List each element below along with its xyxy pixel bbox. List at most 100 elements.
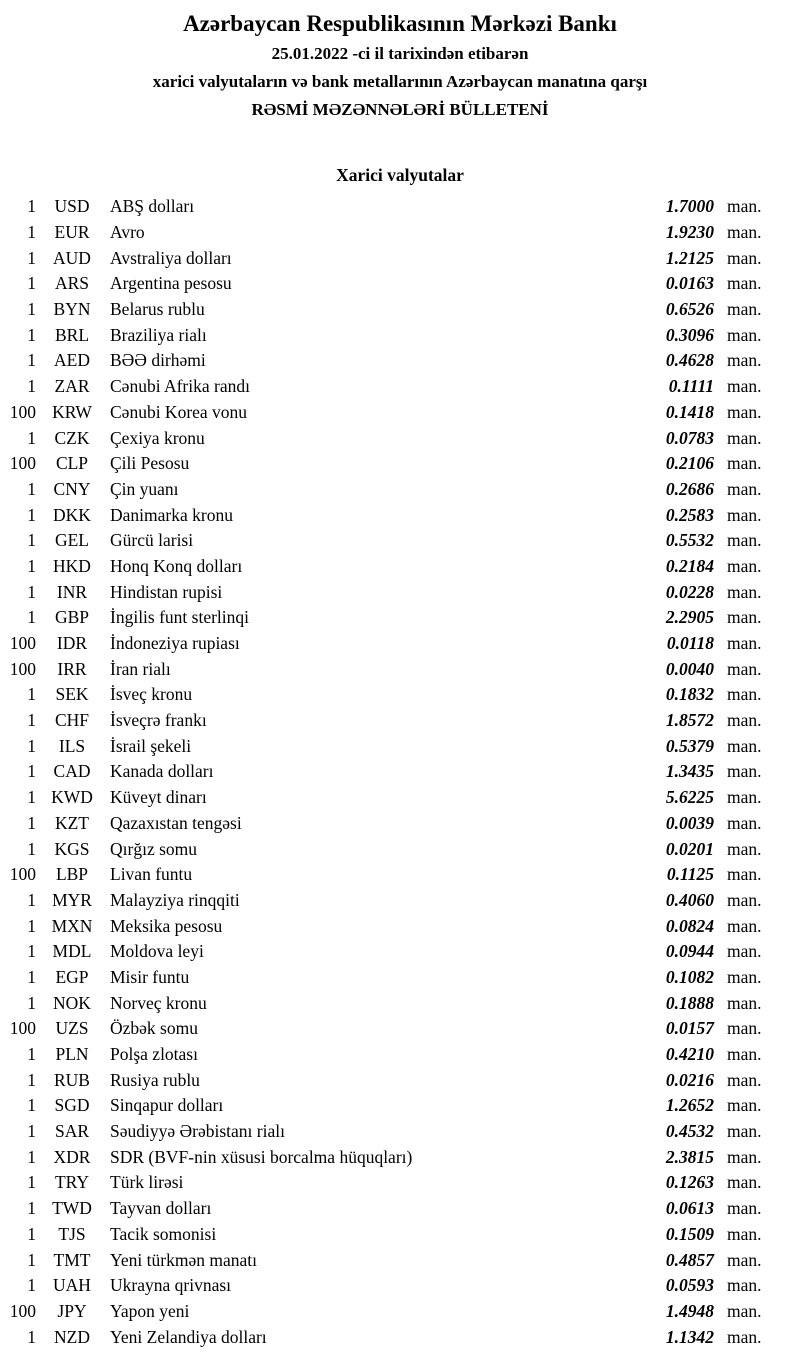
quantity-cell: 1 xyxy=(27,710,36,731)
unit-label-cell: man. xyxy=(727,1044,762,1065)
currency-code-cell: UZS xyxy=(55,1018,89,1039)
unit-label-cell: man. xyxy=(727,735,762,756)
currency-name-cell: Gürcü larisi xyxy=(110,530,194,551)
rate-value-cell: 0.0824 xyxy=(665,915,714,936)
unit-label-cell: man. xyxy=(727,1018,762,1039)
unit-label-cell: man. xyxy=(727,1249,762,1270)
table-row: 1 ZAR Cənubi Afrika randı 0.1111 man. xyxy=(0,374,800,400)
quantity-cell: 1 xyxy=(27,1326,36,1347)
table-row: 1 TMT Yeni türkmən manatı 0.4857 man. xyxy=(0,1247,800,1273)
rate-value-cell: 0.0163 xyxy=(665,273,714,294)
currency-code-cell: UAH xyxy=(53,1275,91,1296)
quantity-cell: 1 xyxy=(27,1172,36,1193)
currency-code-cell: AED xyxy=(54,350,90,371)
unit-label-cell: man. xyxy=(727,504,762,525)
rate-value-cell: 5.6225 xyxy=(665,787,714,808)
currency-code-cell: MYR xyxy=(52,889,92,910)
currency-code-cell: HKD xyxy=(53,555,91,576)
currency-name-cell: Misir funtu xyxy=(110,966,190,987)
subject-line: xarici valyutaların və bank metallarının… xyxy=(152,72,648,91)
currency-code-cell: TJS xyxy=(58,1223,86,1244)
unit-label-cell: man. xyxy=(727,992,762,1013)
rate-value-cell: 0.2583 xyxy=(665,504,714,525)
unit-label-cell: man. xyxy=(727,607,762,628)
rate-value-cell: 0.3096 xyxy=(665,324,714,345)
quantity-cell: 100 xyxy=(9,864,36,885)
quantity-cell: 1 xyxy=(27,941,36,962)
unit-label-cell: man. xyxy=(727,427,762,448)
rate-value-cell: 0.1418 xyxy=(665,401,714,422)
quantity-cell: 100 xyxy=(9,453,36,474)
quantity-cell: 1 xyxy=(27,1069,36,1090)
unit-label-cell: man. xyxy=(727,787,762,808)
table-row: 1 SAR Səudiyyə Ərəbistanı rialı 0.4532 man. xyxy=(0,1119,800,1145)
page-title: Azərbaycan Respublikasının Mərkəzi Bankı xyxy=(183,11,617,36)
rate-value-cell: 0.1888 xyxy=(665,992,714,1013)
unit-label-cell: man. xyxy=(727,401,762,422)
currency-name-cell: Norveç kronu xyxy=(110,992,207,1013)
rate-value-cell: 0.4532 xyxy=(665,1121,714,1142)
table-row: 1 NOK Norveç kronu 0.1888 man. xyxy=(0,990,800,1016)
currency-code-cell: PLN xyxy=(55,1044,89,1065)
quantity-cell: 1 xyxy=(27,581,36,602)
quantity-cell: 1 xyxy=(27,427,36,448)
unit-label-cell: man. xyxy=(727,658,762,679)
table-row: 100 UZS Özbək somu 0.0157 man. xyxy=(0,1016,800,1042)
currency-name-cell: Cənubi Afrika randı xyxy=(110,376,250,397)
currency-name-cell: Cənubi Korea vonu xyxy=(110,401,248,422)
quantity-cell: 1 xyxy=(27,966,36,987)
quantity-cell: 1 xyxy=(27,478,36,499)
currency-code-cell: IDR xyxy=(56,633,88,654)
table-row: 1 MXN Meksika pesosu 0.0824 man. xyxy=(0,913,800,939)
table-row: 1 EUR Avro 1.9230 man. xyxy=(0,220,800,246)
currency-name-cell: Küveyt dinarı xyxy=(110,787,207,808)
rate-value-cell: 0.1509 xyxy=(665,1223,714,1244)
currency-name-cell: Malayziya rinqqiti xyxy=(110,889,240,910)
table-row: 1 TWD Tayvan dolları 0.0613 man. xyxy=(0,1196,800,1222)
currency-name-cell: Avro xyxy=(110,222,145,243)
quantity-cell: 1 xyxy=(27,299,36,320)
rate-value-cell: 0.2184 xyxy=(665,555,714,576)
unit-label-cell: man. xyxy=(727,838,762,859)
unit-label-cell: man. xyxy=(727,915,762,936)
quantity-cell: 1 xyxy=(27,504,36,525)
table-row: 1 CAD Kanada dolları 1.3435 man. xyxy=(0,759,800,785)
quantity-cell: 1 xyxy=(27,1044,36,1065)
table-row: 100 IRR İran rialı 0.0040 man. xyxy=(0,656,800,682)
quantity-cell: 1 xyxy=(27,1198,36,1219)
quantity-cell: 1 xyxy=(27,530,36,551)
unit-label-cell: man. xyxy=(727,684,762,705)
rate-value-cell: 1.1342 xyxy=(665,1326,714,1347)
rate-value-cell: 0.1263 xyxy=(665,1172,714,1193)
currency-name-cell: Livan funtu xyxy=(110,864,193,885)
currency-name-cell: Rusiya rublu xyxy=(110,1069,200,1090)
rate-value-cell: 1.2652 xyxy=(665,1095,714,1116)
unit-label-cell: man. xyxy=(727,1326,762,1347)
quantity-cell: 1 xyxy=(27,787,36,808)
currency-code-cell: CLP xyxy=(55,453,89,474)
rate-value-cell: 0.6526 xyxy=(665,299,714,320)
quantity-cell: 1 xyxy=(27,1275,36,1296)
quantity-cell: 1 xyxy=(27,838,36,859)
table-row: 1 CZK Çexiya kronu 0.0783 man. xyxy=(0,425,800,451)
currency-name-cell: Çili Pesosu xyxy=(110,453,190,474)
table-row: 100 CLP Çili Pesosu 0.2106 man. xyxy=(0,451,800,477)
rate-value-cell: 0.0613 xyxy=(665,1198,714,1219)
unit-label-cell: man. xyxy=(727,324,762,345)
quantity-cell: 1 xyxy=(27,222,36,243)
unit-label-cell: man. xyxy=(727,1172,762,1193)
rate-value-cell: 1.2125 xyxy=(665,247,714,268)
table-row: 1 KWD Küveyt dinarı 5.6225 man. xyxy=(0,785,800,811)
quantity-cell: 1 xyxy=(27,350,36,371)
table-row: 1 DKK Danimarka kronu 0.2583 man. xyxy=(0,502,800,528)
currency-name-cell: Tayvan dolları xyxy=(110,1198,212,1219)
rate-value-cell: 1.3435 xyxy=(665,761,714,782)
quantity-cell: 1 xyxy=(27,684,36,705)
currency-name-cell: BƏƏ dirhəmi xyxy=(110,350,206,371)
quantity-cell: 1 xyxy=(27,1223,36,1244)
currency-code-cell: DKK xyxy=(53,504,91,525)
currency-name-cell: ABŞ dolları xyxy=(110,196,195,217)
rates-table: 1 USD ABŞ dolları 1.7000 man. 1 EUR Avro 1.9230 m… xyxy=(0,194,800,1350)
table-row: 1 BRL Braziliya rialı 0.3096 man. xyxy=(0,322,800,348)
